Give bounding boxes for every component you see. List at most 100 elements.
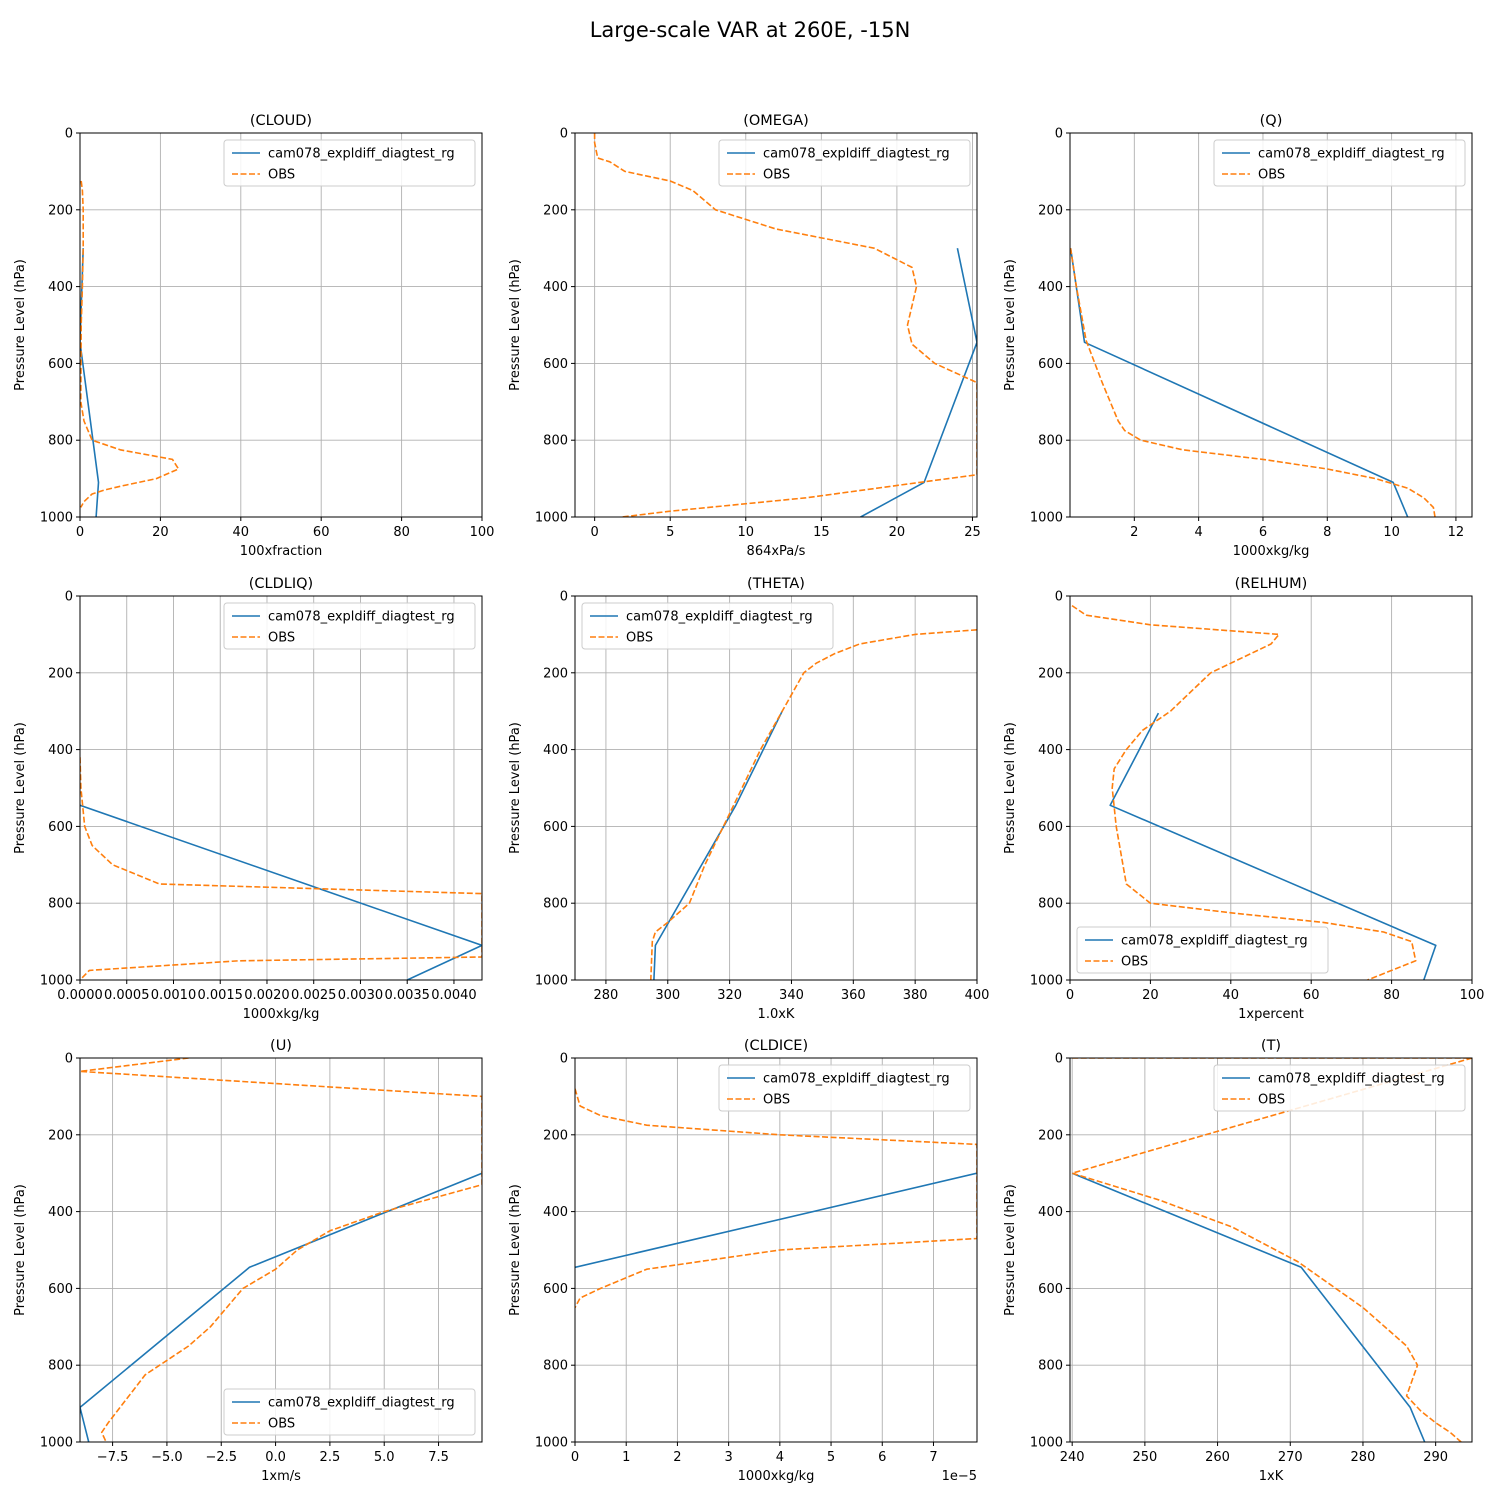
series-line-obs	[1071, 604, 1417, 980]
axes-frame	[79, 595, 483, 981]
series-line-obs	[593, 133, 977, 517]
grid	[79, 132, 483, 518]
y-tick-label: 1000	[535, 1436, 568, 1451]
chart-panel-6: 0 20 40 60 80 10002004006008001000(RELHUM)1xp…	[1003, 576, 1484, 1022]
x-offset-label: 1e−5	[942, 1469, 977, 1484]
y-tick-label: 1000	[1030, 511, 1063, 526]
x-tick-label: 0.0	[265, 1450, 286, 1465]
y-tick-label: 600	[48, 1282, 73, 1297]
y-tick-label: 200	[1038, 1128, 1063, 1143]
y-tick-label: 800	[1038, 1359, 1063, 1374]
grid	[1070, 132, 1472, 518]
chart-title: (Q)	[1260, 113, 1283, 129]
legend-label: cam078_expldiff_diagtest_rg	[1258, 1072, 1445, 1087]
x-tick-label: 0	[571, 1450, 579, 1465]
chart-title: (CLDICE)	[744, 1038, 808, 1054]
legend-label: OBS	[268, 168, 295, 183]
legend-box	[223, 602, 476, 650]
chart-panel-2: 0 5 10 15 20 25 0 200 400 600 800 1000 (OMEGA) 864xPa…	[508, 113, 981, 559]
legend-box	[1213, 1064, 1466, 1112]
y-tick-label: 600	[543, 357, 568, 372]
panel-grid: 0 20 40 60 80 10002004006008001000(CLOUD)100x…	[13, 113, 1484, 1484]
chart-panel-5: 280 300 320 340 360 380 400 0 200 400 600 800 1000 (T…	[508, 576, 989, 1022]
series-group	[1071, 604, 1437, 980]
series-line-model	[1109, 712, 1437, 980]
x-tick-label: −5.0	[151, 1450, 183, 1465]
series-line-model	[860, 248, 977, 517]
x-tick-label: 270	[1278, 1450, 1303, 1465]
y-tick-label: 200	[48, 666, 73, 681]
x-axis-label: 1xK	[1259, 1469, 1284, 1484]
y-tick-label: 1000	[40, 1436, 73, 1451]
series-line-obs	[1071, 1058, 1472, 1442]
axes-frame	[1069, 132, 1473, 518]
x-tick-label: 80	[393, 525, 410, 540]
grid	[80, 1057, 482, 1443]
y-tick-label: 200	[543, 203, 568, 218]
legend-box	[718, 1064, 971, 1112]
legend-label: OBS	[763, 168, 790, 183]
x-tick-label: 6	[1259, 525, 1267, 540]
x-tick-label: 2	[673, 1450, 681, 1465]
chart-panel-3: 2 4 6 8 10 12 0 200 400 600 800 1000 (Q) 1000xkg/kg Pr…	[1003, 113, 1473, 559]
y-tick-label: 0	[1055, 590, 1063, 605]
x-tick-label: 250	[1132, 1450, 1157, 1465]
y-tick-label: 400	[1038, 1205, 1063, 1220]
x-tick-label: 0.0020	[244, 988, 290, 1003]
chart-title: (OMEGA)	[743, 113, 809, 129]
y-tick-label: 1000	[1030, 1436, 1063, 1451]
legend: cam078_expldiff_diagtest_rg OBS	[718, 139, 971, 187]
y-tick-label: 400	[543, 280, 568, 295]
legend-box	[581, 602, 834, 650]
grid	[1069, 595, 1473, 981]
series-line-obs	[80, 180, 180, 508]
x-axis-label: 1.0xK	[758, 1007, 795, 1022]
grid	[79, 595, 482, 981]
x-tick-label: 380	[903, 988, 928, 1003]
legend-label: cam078_expldiff_diagtest_rg	[268, 610, 455, 625]
legend-box	[223, 139, 476, 187]
y-tick-label: 0	[1055, 1052, 1063, 1067]
x-tick-label: 1	[622, 1450, 630, 1465]
x-tick-label: 280	[1351, 1450, 1376, 1465]
legend: cam078_expldiff_diagtest_rg OBS	[223, 602, 476, 650]
y-tick-label: 400	[1038, 280, 1063, 295]
legend: cam078_expldiff_diagtest_rg OBS	[1213, 139, 1466, 187]
y-axis-label: Pressure Level (hPa)	[508, 1184, 523, 1316]
axes-frame	[574, 132, 978, 518]
y-axis-label: Pressure Level (hPa)	[13, 259, 28, 391]
y-tick-label: 600	[1038, 820, 1063, 835]
x-axis-label: 864xPa/s	[747, 544, 806, 559]
x-tick-label: 2.5	[320, 1450, 341, 1465]
x-tick-label: 4	[776, 1450, 784, 1465]
chart-panel-7: −7.5 −5.0 −2.5 0.0 2.5 5.0 7.5 0 200 400 600 800 100…	[13, 1038, 483, 1484]
y-tick-label: 600	[543, 820, 568, 835]
chart-panel-8: 0 1 2 3 4 5 6 7 0 200 400 600 800 1000 (CLDICE) 1000xkg…	[508, 1038, 978, 1484]
series-line-obs	[1070, 248, 1436, 517]
axes-frame	[1069, 1057, 1473, 1443]
legend: cam078_expldiff_diagtest_rg OBS	[718, 1064, 971, 1112]
y-tick-label: 0	[65, 590, 73, 605]
x-tick-label: 0.0000	[57, 988, 103, 1003]
series-group	[593, 133, 977, 517]
series-line-model	[653, 710, 783, 980]
x-tick-label: 5	[666, 525, 674, 540]
legend-box	[223, 1388, 476, 1436]
x-tick-label: 260	[1205, 1450, 1230, 1465]
x-tick-label: 0	[591, 525, 599, 540]
legend-label: cam078_expldiff_diagtest_rg	[626, 610, 813, 625]
legend-label: OBS	[1258, 168, 1285, 183]
series-line-model	[575, 1172, 977, 1269]
chart-title: (RELHUM)	[1235, 576, 1308, 592]
series-group	[1070, 248, 1436, 517]
y-tick-label: 400	[1038, 743, 1063, 758]
y-tick-label: 200	[48, 1128, 73, 1143]
x-tick-label: 280	[594, 988, 619, 1003]
x-tick-label: 2	[1130, 525, 1138, 540]
chart-title: (T)	[1261, 1038, 1281, 1054]
x-tick-label: 20	[889, 525, 906, 540]
y-tick-label: 200	[1038, 203, 1063, 218]
legend-label: cam078_expldiff_diagtest_rg	[268, 1396, 455, 1411]
x-tick-label: 0	[1066, 988, 1074, 1003]
chart-panel-4: 0.0000 0.0005 0.0010 0.0015 0.0020 0.0025 0.00…	[13, 576, 483, 1022]
